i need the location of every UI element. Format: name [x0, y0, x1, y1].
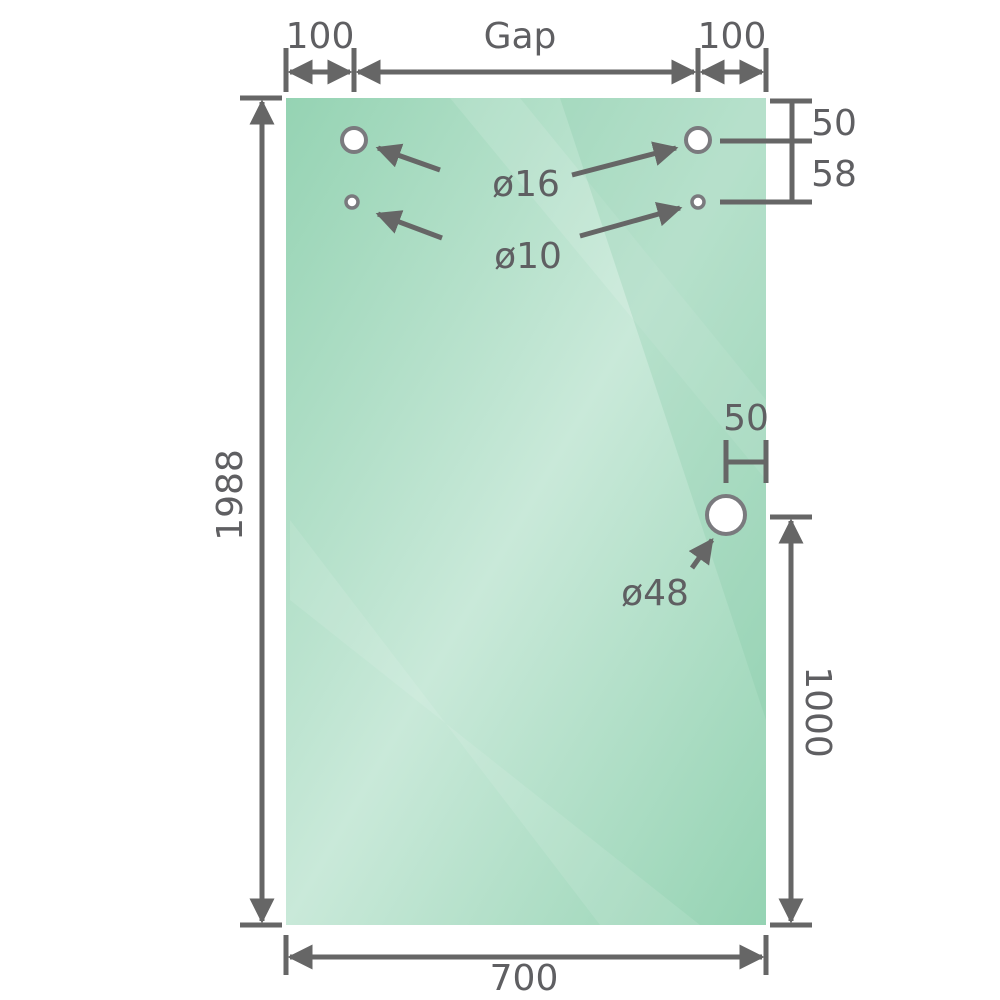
handle-height-dimension — [770, 514, 812, 928]
right-offset-label: 100 — [698, 16, 767, 57]
glass-panel — [286, 98, 766, 925]
hole-16-left — [340, 126, 368, 154]
pointer-arrows — [375, 141, 715, 570]
hole-10-right — [690, 194, 706, 210]
top-to-hole-label: 50 — [811, 103, 857, 144]
left-offset-label: 100 — [286, 16, 355, 57]
handle-height-label: 1000 — [797, 666, 838, 758]
height-dimension — [240, 95, 282, 928]
top-dimension-line — [283, 48, 769, 92]
hole-16-right — [684, 126, 712, 154]
width-dimension — [283, 935, 769, 975]
hole-48 — [705, 494, 747, 536]
width-label: 700 — [490, 958, 559, 999]
hole-spacing-label: 58 — [811, 154, 857, 195]
handle-edge-label: 50 — [723, 398, 769, 439]
hole-16-label: ø16 — [492, 164, 560, 205]
hole-10-label: ø10 — [494, 236, 562, 277]
hole-48-label: ø48 — [621, 573, 689, 614]
handle-edge-dimension — [723, 440, 769, 483]
hole-10-left — [344, 194, 360, 210]
holes — [340, 126, 747, 536]
height-label: 1988 — [210, 449, 251, 541]
gap-label: Gap — [484, 16, 557, 57]
hole-vertical-dimension — [720, 98, 812, 205]
